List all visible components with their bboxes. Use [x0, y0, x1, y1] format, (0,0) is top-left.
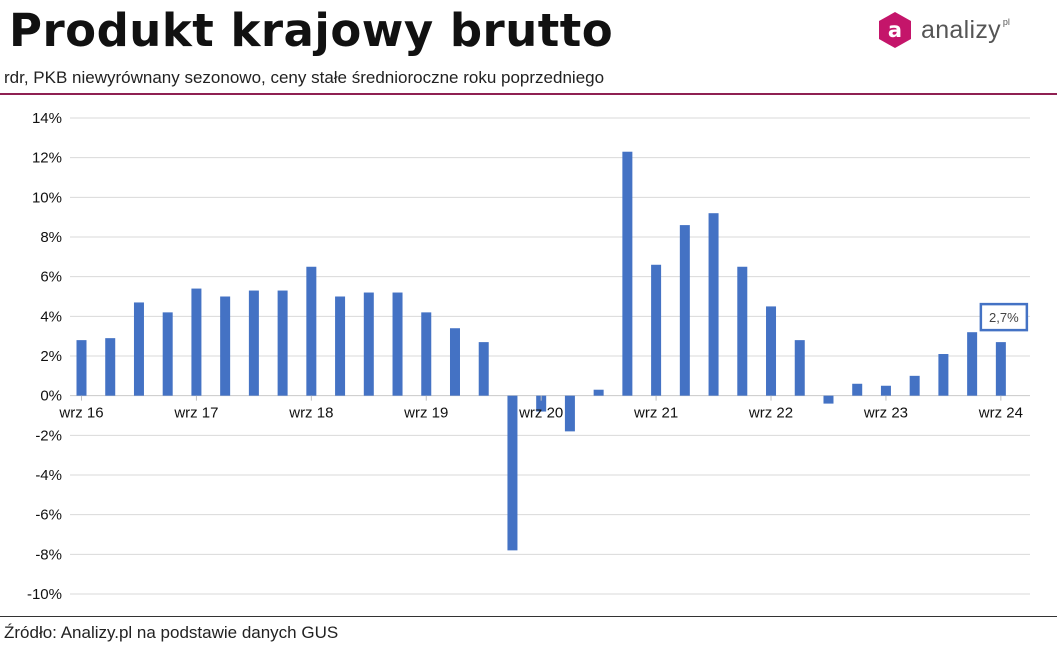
analizy-hexagon-icon: a — [879, 12, 911, 48]
bar — [679, 225, 690, 396]
bar — [248, 290, 259, 396]
bar — [133, 302, 144, 396]
bar — [708, 213, 719, 396]
bar — [564, 395, 575, 432]
y-tick-label: 14% — [32, 110, 62, 127]
x-tick-label: wrz 16 — [58, 405, 103, 422]
x-tick-label: wrz 21 — [633, 405, 678, 422]
bar — [105, 338, 116, 396]
bar — [794, 340, 805, 396]
bar — [909, 375, 920, 396]
y-tick-label: 4% — [40, 308, 62, 325]
data-label-box — [979, 302, 1029, 332]
x-tick-label: wrz 23 — [863, 405, 908, 422]
bar — [421, 312, 432, 396]
chart-subtitle: rdr, PKB niewyrównany sezonowo, ceny sta… — [4, 68, 605, 87]
bar — [967, 332, 978, 396]
header-divider — [0, 93, 1057, 95]
bar — [220, 296, 231, 396]
bar — [277, 290, 288, 396]
bar — [363, 292, 374, 396]
bar — [507, 395, 518, 551]
y-tick-label: 0% — [40, 388, 62, 405]
x-tick-label: wrz 17 — [173, 405, 218, 422]
gdp-bar-chart: 14% 12% 10% 8% 6% 4% 2% 0% -2% -4% -6% -8% -10% wrz 1… — [27, 110, 1030, 603]
bar — [593, 389, 604, 396]
bar — [306, 266, 317, 396]
logo-letter: a — [888, 18, 902, 42]
footer-divider — [0, 616, 1057, 617]
bar — [622, 151, 633, 396]
x-tick-label: wrz 22 — [748, 405, 793, 422]
logo-text: analizy — [921, 15, 1001, 44]
analizy-logo[interactable]: a analizy pl — [877, 10, 1010, 50]
y-tick-label: 2% — [40, 348, 62, 365]
bar — [76, 340, 87, 396]
bar — [162, 312, 173, 396]
x-tick-label: wrz 18 — [288, 405, 333, 422]
bar — [536, 395, 547, 412]
bar — [651, 264, 662, 396]
y-tick-label: 12% — [32, 150, 62, 167]
bar — [852, 383, 863, 396]
x-tick-label: wrz 20 — [518, 405, 563, 422]
bar — [995, 342, 1006, 396]
logo-sup: pl — [1002, 17, 1010, 27]
bar — [737, 266, 748, 396]
y-tick-label: 8% — [40, 229, 62, 246]
bar — [449, 328, 460, 396]
bar — [880, 385, 891, 396]
bar — [938, 354, 949, 396]
x-tick-label: wrz 19 — [403, 405, 448, 422]
y-tick-label: 10% — [32, 189, 62, 206]
source-note: Źródło: Analizy.pl na podstawie danych G… — [4, 623, 339, 642]
bar — [191, 288, 202, 396]
y-tick-label: -4% — [35, 467, 62, 484]
bar — [823, 395, 834, 404]
bar — [766, 306, 777, 396]
y-tick-label: -8% — [35, 546, 62, 563]
bar — [335, 296, 346, 396]
page-title: Produkt krajowy brutto — [9, 4, 614, 57]
y-tick-label: -6% — [35, 507, 62, 524]
bar — [478, 342, 489, 396]
y-tick-label: -2% — [35, 427, 62, 444]
data-label: 2,7% — [989, 310, 1019, 325]
x-tick-label: wrz 24 — [978, 405, 1023, 422]
y-tick-label: -10% — [27, 586, 62, 603]
bar — [392, 292, 403, 396]
y-tick-label: 6% — [40, 269, 62, 286]
